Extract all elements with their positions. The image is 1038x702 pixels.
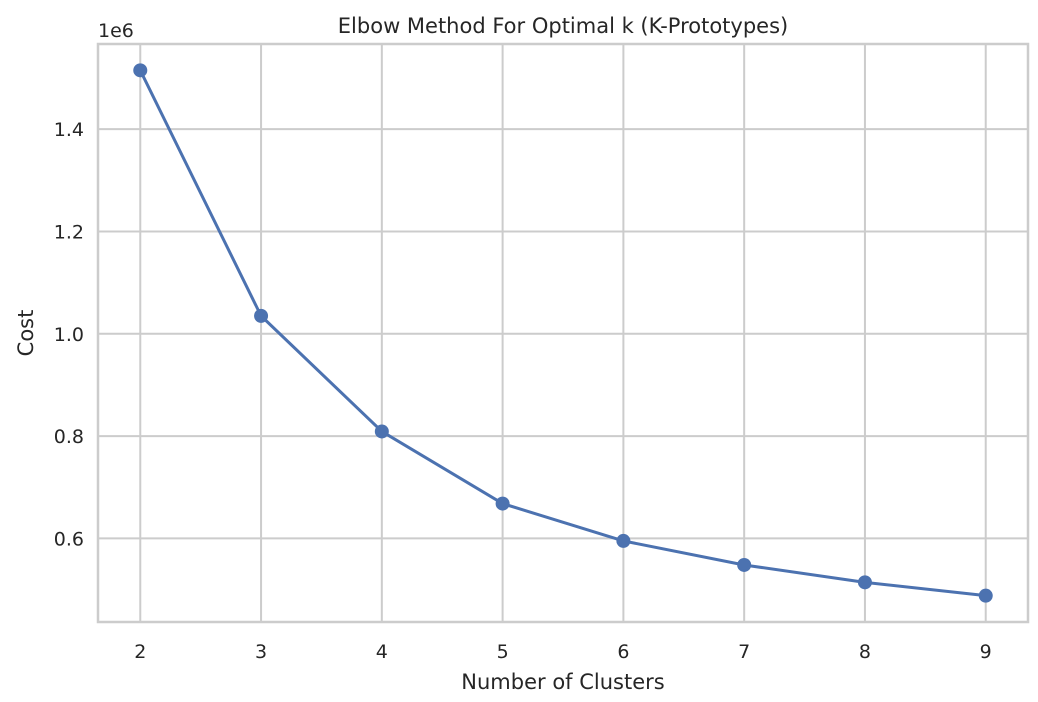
y-axis-label: Cost: [14, 310, 38, 357]
y-tick-label: 1.0: [54, 324, 84, 346]
y-tick-label: 1.4: [54, 119, 84, 141]
data-point: [496, 497, 510, 511]
x-axis-label: Number of Clusters: [461, 670, 664, 694]
data-point: [979, 589, 993, 603]
x-tick-label: 3: [255, 641, 267, 663]
x-tick-label: 2: [134, 641, 146, 663]
data-point: [254, 309, 268, 323]
x-tick-label: 7: [738, 641, 750, 663]
x-tick-label: 6: [617, 641, 629, 663]
chart-title: Elbow Method For Optimal k (K-Prototypes…: [338, 14, 788, 38]
y-axis-offset-label: 1e6: [98, 20, 134, 42]
x-tick-label: 8: [859, 641, 871, 663]
y-tick-label: 1.2: [54, 221, 84, 243]
x-tick-label: 9: [980, 641, 992, 663]
x-tick-label: 5: [497, 641, 509, 663]
y-tick-label: 0.8: [54, 426, 84, 448]
y-tick-label: 0.6: [54, 528, 84, 550]
data-point: [858, 575, 872, 589]
data-point: [737, 558, 751, 572]
grid-lines: [98, 44, 1028, 622]
x-tick-label: 4: [376, 641, 388, 663]
data-point: [133, 63, 147, 77]
data-point: [616, 534, 630, 548]
data-point: [375, 424, 389, 438]
